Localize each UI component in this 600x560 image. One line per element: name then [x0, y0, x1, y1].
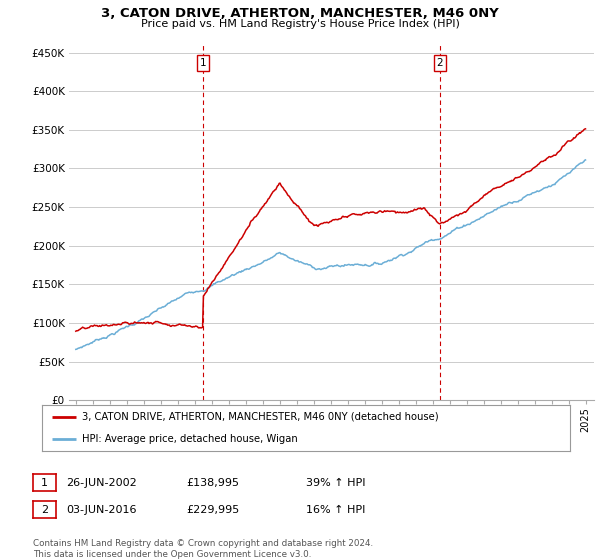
Text: 2: 2	[436, 58, 443, 68]
Text: 2: 2	[41, 505, 48, 515]
Text: 26-JUN-2002: 26-JUN-2002	[66, 478, 137, 488]
Text: £138,995: £138,995	[186, 478, 239, 488]
Text: Contains HM Land Registry data © Crown copyright and database right 2024.
This d: Contains HM Land Registry data © Crown c…	[33, 539, 373, 559]
Text: 39% ↑ HPI: 39% ↑ HPI	[306, 478, 365, 488]
Text: 3, CATON DRIVE, ATHERTON, MANCHESTER, M46 0NY (detached house): 3, CATON DRIVE, ATHERTON, MANCHESTER, M4…	[82, 412, 438, 422]
Text: 1: 1	[200, 58, 206, 68]
Text: Price paid vs. HM Land Registry's House Price Index (HPI): Price paid vs. HM Land Registry's House …	[140, 19, 460, 29]
Text: 3, CATON DRIVE, ATHERTON, MANCHESTER, M46 0NY: 3, CATON DRIVE, ATHERTON, MANCHESTER, M4…	[101, 7, 499, 20]
Text: 16% ↑ HPI: 16% ↑ HPI	[306, 505, 365, 515]
Text: £229,995: £229,995	[186, 505, 239, 515]
Text: 1: 1	[41, 478, 48, 488]
Text: HPI: Average price, detached house, Wigan: HPI: Average price, detached house, Wiga…	[82, 434, 298, 444]
Text: 03-JUN-2016: 03-JUN-2016	[66, 505, 137, 515]
